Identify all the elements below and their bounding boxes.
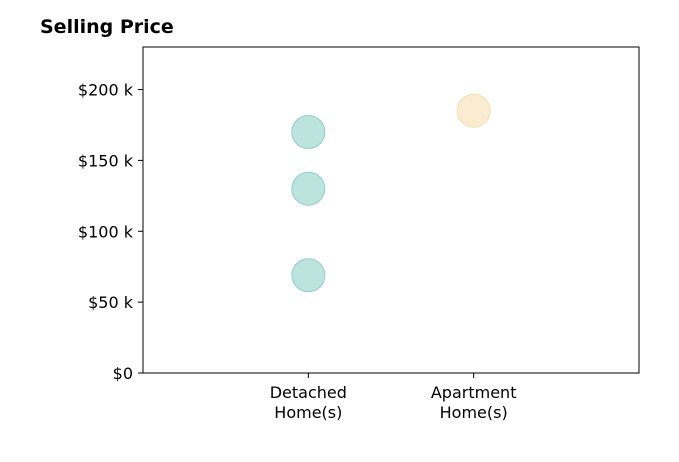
data-point — [456, 93, 491, 128]
x-tick-label-line: Detached — [270, 383, 347, 402]
data-point — [291, 115, 326, 150]
y-tick-label: $200 k — [78, 81, 134, 100]
plot-area — [142, 46, 640, 374]
y-tick-label: $50 k — [88, 293, 134, 312]
x-tick-label-line: Home(s) — [440, 403, 508, 422]
data-point — [291, 171, 326, 206]
y-tick-label: $0 — [113, 364, 133, 383]
x-tick-label-line: Home(s) — [274, 403, 342, 422]
x-tick-label-line: Apartment — [431, 383, 517, 402]
x-axis: Detached Home(s)Apartment Home(s) — [270, 373, 517, 422]
y-tick-label: $100 k — [78, 222, 134, 241]
chart-title: Selling Price — [40, 16, 174, 38]
y-axis: $0 $50 k $100 k $150 k $200 k — [78, 81, 143, 383]
data-point — [291, 258, 326, 293]
plot-frame — [142, 46, 640, 374]
data-points — [291, 93, 491, 293]
x-tick-label: Apartment Home(s) — [431, 383, 517, 422]
y-tick-label: $150 k — [78, 151, 134, 170]
x-tick-label: Detached Home(s) — [270, 383, 347, 422]
